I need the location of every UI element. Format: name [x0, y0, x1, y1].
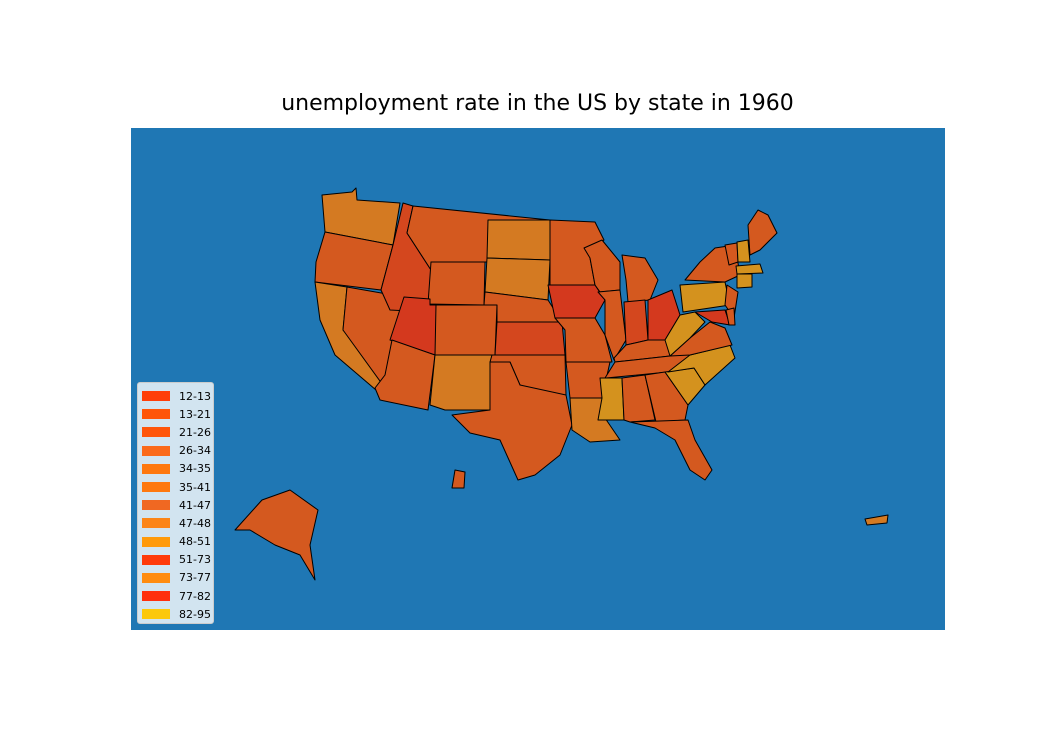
- state-mo: [554, 317, 613, 363]
- legend: 12-13 13-21 21-26 26-34 34-35 35-41 41-47 47-48…: [137, 382, 214, 624]
- legend-label: 82-95: [179, 607, 211, 621]
- legend-label: 21-26: [179, 425, 211, 439]
- legend-label: 73-77: [179, 571, 211, 585]
- state-me: [747, 209, 778, 256]
- legend-swatch: [142, 409, 170, 420]
- state-wy: [427, 261, 486, 306]
- state-ak: [234, 489, 319, 581]
- legend-label: 26-34: [179, 444, 211, 458]
- legend-swatch: [142, 500, 170, 511]
- legend-label: 41-47: [179, 498, 211, 512]
- legend-entry: 47-48: [138, 514, 213, 532]
- legend-swatch: [142, 518, 170, 529]
- state-ia: [547, 284, 606, 319]
- state-or: [314, 231, 394, 291]
- legend-entry: 12-13: [138, 387, 213, 405]
- legend-swatch: [142, 554, 170, 565]
- chart-title: unemployment rate in the US by state in …: [281, 91, 794, 116]
- state-co: [434, 304, 498, 356]
- state-pr: [864, 514, 889, 526]
- legend-swatch: [142, 391, 170, 402]
- state-nm: [429, 354, 493, 411]
- legend-entry: 51-73: [138, 551, 213, 569]
- state-al: [621, 374, 656, 423]
- legend-entry: 77-82: [138, 587, 213, 605]
- legend-label: 35-41: [179, 480, 211, 494]
- legend-swatch: [142, 463, 170, 474]
- state-ct: [736, 273, 753, 289]
- state-ga: [644, 371, 689, 423]
- legend-entry: 21-26: [138, 423, 213, 441]
- legend-swatch: [142, 572, 170, 583]
- legend-label: 47-48: [179, 516, 211, 530]
- legend-entry: 73-77: [138, 569, 213, 587]
- legend-label: 12-13: [179, 389, 211, 403]
- legend-label: 34-35: [179, 462, 211, 476]
- legend-swatch: [142, 427, 170, 438]
- legend-entry: 34-35: [138, 460, 213, 478]
- legend-entry: 35-41: [138, 478, 213, 496]
- state-de: [725, 307, 736, 326]
- legend-label: 48-51: [179, 535, 211, 549]
- state-ks: [494, 321, 566, 356]
- legend-label: 77-82: [179, 589, 211, 603]
- legend-entry: 13-21: [138, 405, 213, 423]
- states-layer: [234, 187, 889, 581]
- state-hi: [451, 469, 466, 489]
- state-nh: [736, 239, 751, 263]
- state-ma: [735, 263, 764, 275]
- legend-swatch: [142, 445, 170, 456]
- state-tx: [451, 361, 573, 481]
- state-ms: [597, 377, 625, 421]
- state-wv: [664, 311, 706, 357]
- state-fl: [629, 419, 713, 481]
- legend-swatch: [142, 591, 170, 602]
- state-nd: [486, 219, 551, 261]
- legend-entry: 26-34: [138, 442, 213, 460]
- legend-entry: 48-51: [138, 533, 213, 551]
- legend-swatch: [142, 482, 170, 493]
- state-in: [623, 299, 649, 346]
- legend-label: 51-73: [179, 553, 211, 567]
- legend-entry: 41-47: [138, 496, 213, 514]
- legend-entry: 82-95: [138, 605, 213, 623]
- legend-swatch: [142, 536, 170, 547]
- legend-label: 13-21: [179, 407, 211, 421]
- legend-swatch: [142, 609, 170, 620]
